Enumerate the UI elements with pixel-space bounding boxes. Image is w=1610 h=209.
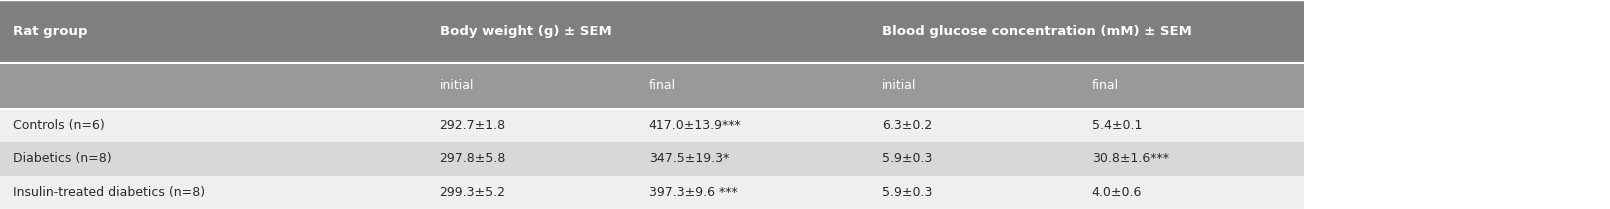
Bar (427, 109, 636, 142)
Bar (869, 63, 1079, 109)
Bar (0, 109, 427, 142)
Bar (1079, 176, 1304, 209)
Bar (869, 0, 1304, 63)
Bar (427, 142, 636, 176)
Text: Insulin-treated diabetics (n=8): Insulin-treated diabetics (n=8) (13, 186, 204, 199)
Text: Controls (n=6): Controls (n=6) (13, 119, 105, 132)
Text: 5.9±0.3: 5.9±0.3 (882, 152, 932, 165)
Bar (427, 0, 869, 63)
Text: 30.8±1.6***: 30.8±1.6*** (1092, 152, 1169, 165)
Text: 5.4±0.1: 5.4±0.1 (1092, 119, 1141, 132)
Bar (0, 142, 427, 176)
Bar (636, 63, 869, 109)
Text: Blood glucose concentration (mM) ± SEM: Blood glucose concentration (mM) ± SEM (882, 25, 1191, 38)
Text: 4.0±0.6: 4.0±0.6 (1092, 186, 1141, 199)
Bar (0, 176, 427, 209)
Bar (427, 176, 636, 209)
Bar (869, 176, 1079, 209)
Text: 6.3±0.2: 6.3±0.2 (882, 119, 932, 132)
Bar (427, 63, 636, 109)
Text: initial: initial (882, 79, 916, 92)
Text: Rat group: Rat group (13, 25, 87, 38)
Bar (1079, 109, 1304, 142)
Bar (1079, 63, 1304, 109)
Text: final: final (1092, 79, 1119, 92)
Text: 5.9±0.3: 5.9±0.3 (882, 186, 932, 199)
Bar (0, 0, 427, 63)
Text: Diabetics (n=8): Diabetics (n=8) (13, 152, 111, 165)
Text: 347.5±19.3*: 347.5±19.3* (649, 152, 729, 165)
Text: Body weight (g) ± SEM: Body weight (g) ± SEM (440, 25, 612, 38)
Text: final: final (649, 79, 676, 92)
Text: initial: initial (440, 79, 473, 92)
Bar (1079, 142, 1304, 176)
Text: 397.3±9.6 ***: 397.3±9.6 *** (649, 186, 737, 199)
Text: 292.7±1.8: 292.7±1.8 (440, 119, 506, 132)
Text: 417.0±13.9***: 417.0±13.9*** (649, 119, 742, 132)
Bar (869, 142, 1079, 176)
Text: 299.3±5.2: 299.3±5.2 (440, 186, 506, 199)
Bar (869, 109, 1079, 142)
Bar (636, 142, 869, 176)
Bar (0, 63, 427, 109)
Bar (636, 176, 869, 209)
Bar (636, 109, 869, 142)
Text: 297.8±5.8: 297.8±5.8 (440, 152, 506, 165)
